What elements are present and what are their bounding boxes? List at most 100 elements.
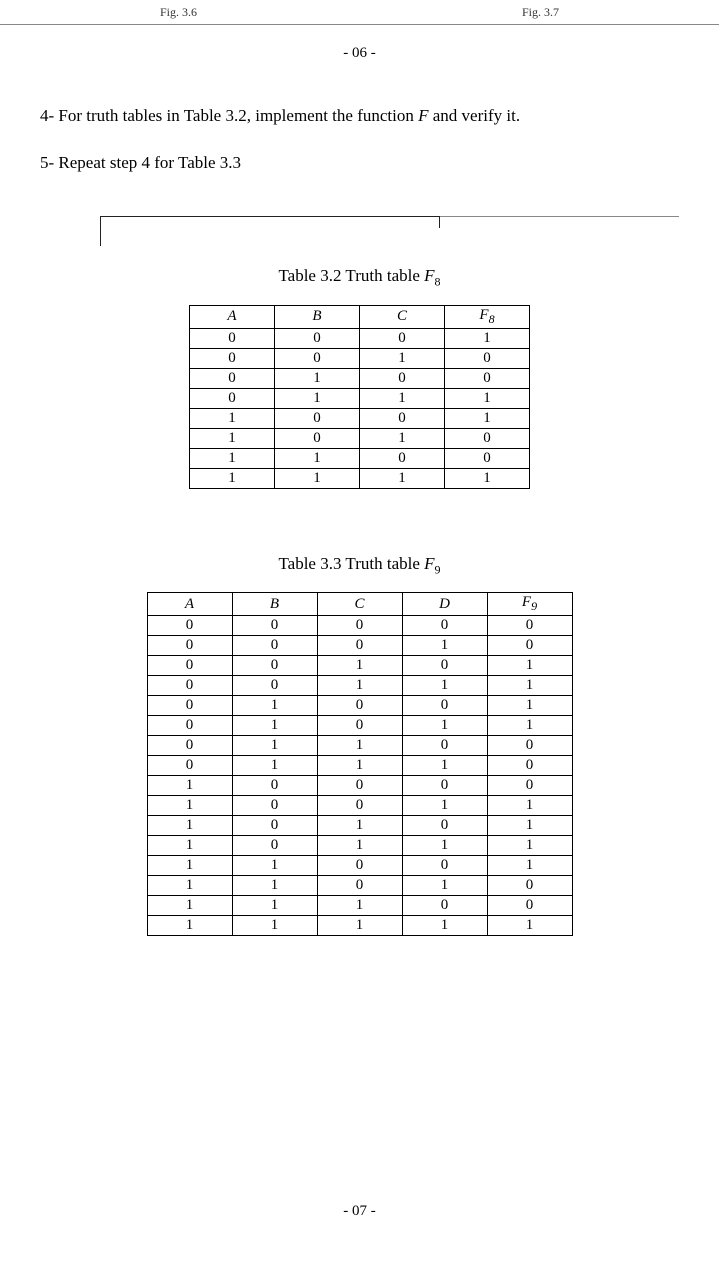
table-cell: 0 bbox=[147, 736, 232, 756]
table-cell: 1 bbox=[147, 776, 232, 796]
table-cell: 0 bbox=[360, 408, 445, 428]
table-row: 0010 bbox=[190, 348, 530, 368]
table-row: 1100 bbox=[190, 448, 530, 468]
table-cell: 0 bbox=[232, 616, 317, 636]
table-cell: 1 bbox=[402, 676, 487, 696]
table-cell: 0 bbox=[317, 856, 402, 876]
table-cell: 1 bbox=[360, 348, 445, 368]
page-top-fragment: Fig. 3.6 Fig. 3.7 bbox=[0, 0, 719, 25]
table-cell: 1 bbox=[445, 388, 530, 408]
table-cell: 1 bbox=[232, 856, 317, 876]
table-cell: 1 bbox=[445, 328, 530, 348]
table-row: 1001 bbox=[190, 408, 530, 428]
table-cell: 1 bbox=[147, 796, 232, 816]
table-row: 10000 bbox=[147, 776, 572, 796]
table-cell: 1 bbox=[147, 916, 232, 936]
table-cell: 0 bbox=[317, 876, 402, 896]
table-header-cell: C bbox=[360, 305, 445, 328]
table-cell: 1 bbox=[487, 716, 572, 736]
table2-caption-var: F bbox=[424, 554, 434, 573]
table-cell: 1 bbox=[190, 468, 275, 488]
table-cell: 1 bbox=[275, 468, 360, 488]
table-cell: 0 bbox=[445, 368, 530, 388]
table1-caption-sub: 8 bbox=[435, 275, 441, 289]
table-cell: 1 bbox=[487, 656, 572, 676]
table-cell: 1 bbox=[402, 876, 487, 896]
table-cell: 0 bbox=[317, 696, 402, 716]
table-row: 00101 bbox=[147, 656, 572, 676]
table-cell: 0 bbox=[402, 856, 487, 876]
table-cell: 0 bbox=[190, 348, 275, 368]
table-cell: 0 bbox=[232, 636, 317, 656]
table-cell: 0 bbox=[402, 616, 487, 636]
table-row: 1111 bbox=[190, 468, 530, 488]
table-cell: 1 bbox=[232, 716, 317, 736]
table-header-row: ABCDF9 bbox=[147, 593, 572, 616]
table-cell: 1 bbox=[147, 816, 232, 836]
table-cell: 0 bbox=[275, 328, 360, 348]
table-cell: 1 bbox=[487, 816, 572, 836]
table-cell: 0 bbox=[487, 616, 572, 636]
table-cell: 0 bbox=[402, 656, 487, 676]
table-cell: 0 bbox=[275, 428, 360, 448]
table-row: 01011 bbox=[147, 716, 572, 736]
table-cell: 1 bbox=[232, 736, 317, 756]
table-cell: 0 bbox=[445, 348, 530, 368]
table-cell: 1 bbox=[360, 428, 445, 448]
table-cell: 1 bbox=[402, 636, 487, 656]
table-cell: 0 bbox=[147, 616, 232, 636]
table-cell: 0 bbox=[317, 716, 402, 736]
fig-label-left: Fig. 3.6 bbox=[160, 5, 197, 20]
table-cell: 1 bbox=[402, 836, 487, 856]
table-cell: 0 bbox=[487, 636, 572, 656]
table-cell: 0 bbox=[232, 676, 317, 696]
table-cell: 0 bbox=[402, 896, 487, 916]
table-header-cell: A bbox=[190, 305, 275, 328]
table-cell: 0 bbox=[445, 428, 530, 448]
table-cell: 1 bbox=[487, 856, 572, 876]
table-cell: 1 bbox=[445, 408, 530, 428]
table-cell: 1 bbox=[402, 796, 487, 816]
instr4-before: For truth tables in Table 3.2, implement… bbox=[54, 106, 418, 125]
instr4-after: and verify it. bbox=[429, 106, 521, 125]
table-cell: 1 bbox=[275, 368, 360, 388]
table-cell: 0 bbox=[487, 736, 572, 756]
truth-table-2: ABCDF9 000000001000101001110100101011011… bbox=[147, 592, 573, 936]
table-cell: 1 bbox=[402, 716, 487, 736]
table2-caption: Table 3.3 Truth table F9 bbox=[40, 554, 679, 577]
table-cell: 0 bbox=[275, 408, 360, 428]
table-row: 11111 bbox=[147, 916, 572, 936]
table-header-cell: F8 bbox=[445, 305, 530, 328]
table-row: 10011 bbox=[147, 796, 572, 816]
table-row: 0001 bbox=[190, 328, 530, 348]
table-row: 00010 bbox=[147, 636, 572, 656]
table-cell: 0 bbox=[317, 616, 402, 636]
page-content: 4- For truth tables in Table 3.2, implem… bbox=[0, 62, 719, 936]
table-header-cell: B bbox=[275, 305, 360, 328]
table-row: 10101 bbox=[147, 816, 572, 836]
table-cell: 1 bbox=[402, 756, 487, 776]
table-cell: 0 bbox=[487, 876, 572, 896]
table-row: 00000 bbox=[147, 616, 572, 636]
table-cell: 1 bbox=[487, 916, 572, 936]
table2-caption-sub: 9 bbox=[435, 562, 441, 576]
table-header-cell: C bbox=[317, 593, 402, 616]
table-row: 11001 bbox=[147, 856, 572, 876]
table-row: 0100 bbox=[190, 368, 530, 388]
table-row: 01001 bbox=[147, 696, 572, 716]
page-number-top: - 06 - bbox=[0, 45, 719, 62]
table-cell: 1 bbox=[317, 736, 402, 756]
table-cell: 0 bbox=[317, 796, 402, 816]
table-cell: 1 bbox=[317, 756, 402, 776]
table1-caption: Table 3.2 Truth table F8 bbox=[40, 266, 679, 289]
table-cell: 0 bbox=[147, 716, 232, 736]
table-cell: 0 bbox=[190, 368, 275, 388]
table-cell: 1 bbox=[147, 856, 232, 876]
table-cell: 1 bbox=[360, 388, 445, 408]
table-cell: 1 bbox=[402, 916, 487, 936]
table-cell: 0 bbox=[487, 756, 572, 776]
table-cell: 1 bbox=[147, 876, 232, 896]
table-cell: 0 bbox=[275, 348, 360, 368]
table-cell: 0 bbox=[317, 636, 402, 656]
table-header-cell: D bbox=[402, 593, 487, 616]
